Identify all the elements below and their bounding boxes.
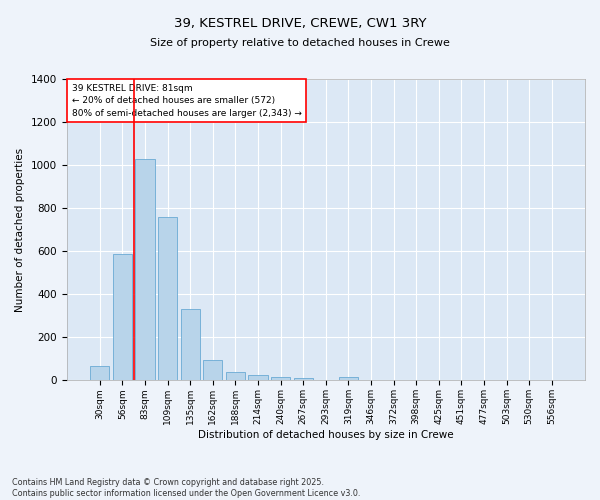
Y-axis label: Number of detached properties: Number of detached properties [15,148,25,312]
Bar [203,360,223,380]
Bar [271,377,290,380]
Bar [293,378,313,380]
Bar [90,366,109,380]
Text: Contains HM Land Registry data © Crown copyright and database right 2025.
Contai: Contains HM Land Registry data © Crown c… [12,478,361,498]
Bar [339,377,358,380]
Text: Size of property relative to detached houses in Crewe: Size of property relative to detached ho… [150,38,450,48]
Bar [226,372,245,380]
Bar [113,254,132,380]
X-axis label: Distribution of detached houses by size in Crewe: Distribution of detached houses by size … [198,430,454,440]
Bar [181,310,200,380]
Text: 39, KESTREL DRIVE, CREWE, CW1 3RY: 39, KESTREL DRIVE, CREWE, CW1 3RY [174,18,426,30]
Text: 39 KESTREL DRIVE: 81sqm
← 20% of detached houses are smaller (572)
80% of semi-d: 39 KESTREL DRIVE: 81sqm ← 20% of detache… [72,84,302,117]
Bar [136,158,155,380]
Bar [248,375,268,380]
Bar [158,217,177,380]
